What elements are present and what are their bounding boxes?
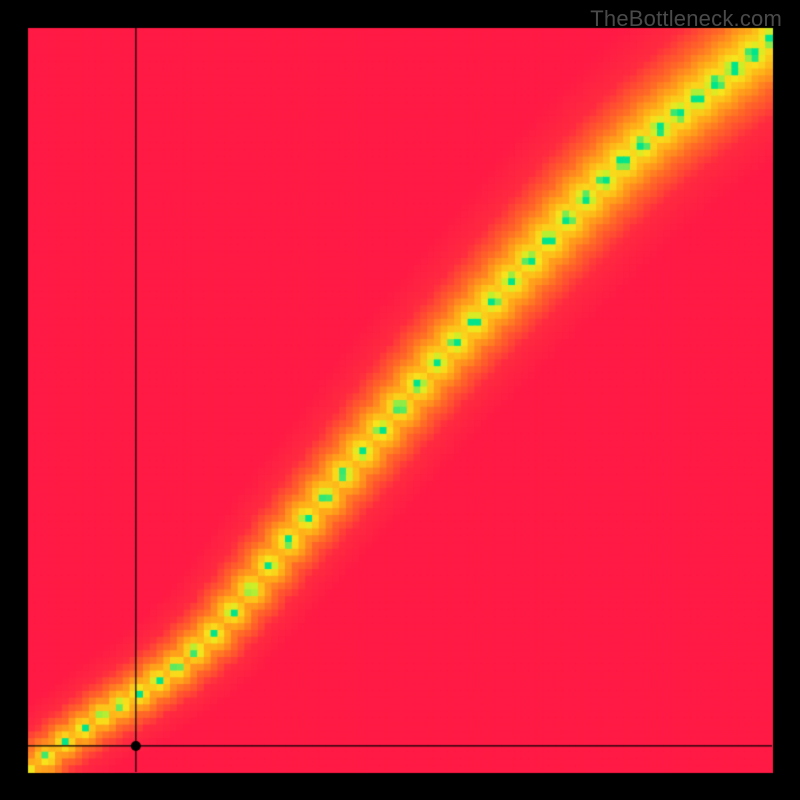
chart-container: TheBottleneck.com <box>0 0 800 800</box>
watermark-label: TheBottleneck.com <box>590 6 782 32</box>
heatmap-canvas <box>0 0 800 800</box>
